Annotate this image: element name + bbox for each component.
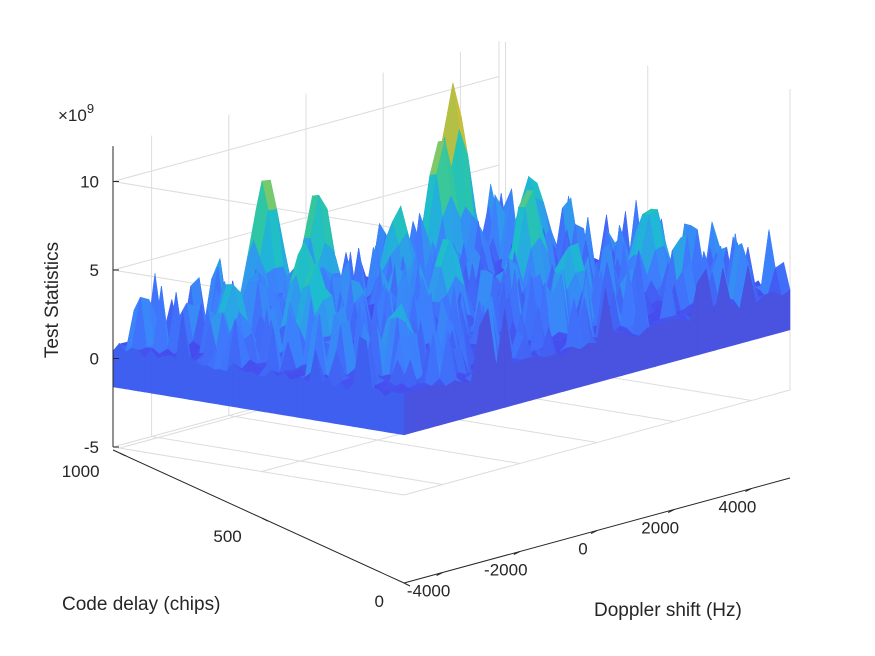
x-tick — [745, 488, 752, 492]
x-tick — [667, 509, 675, 513]
surface-skirt — [680, 319, 690, 360]
surface-skirt — [384, 391, 392, 434]
surface-skirt — [163, 355, 171, 397]
surface-skirt — [462, 382, 472, 420]
surface-skirt — [378, 388, 386, 433]
surface-skirt — [245, 371, 253, 411]
surface-skirt — [232, 362, 240, 409]
surface-skirt — [672, 318, 682, 363]
surface-skirt — [529, 356, 539, 401]
x-tick-label: 0 — [578, 540, 587, 559]
y-tick — [403, 582, 411, 587]
surface-skirt — [428, 384, 438, 429]
surface-skirt — [764, 291, 774, 338]
x-tick-label: 4000 — [718, 498, 756, 517]
y-axis-line — [112, 449, 405, 584]
surface-skirt — [437, 384, 447, 427]
surface-skirt — [697, 268, 707, 356]
surface-skirt — [207, 365, 215, 404]
surface-skirt — [479, 308, 489, 415]
z-tick-label: -5 — [84, 438, 99, 457]
surface-skirt — [521, 357, 531, 404]
z-exponent-label: ×109 — [58, 101, 94, 125]
z-tick-label: 5 — [90, 261, 99, 280]
z-exponent-power: 9 — [87, 101, 94, 116]
surface-skirt — [264, 369, 272, 414]
surface-skirt — [579, 342, 589, 388]
surface-skirt — [781, 289, 791, 333]
surface-skirt — [289, 378, 297, 418]
z-exponent-base: ×10 — [58, 106, 87, 125]
surface-skirt — [169, 355, 177, 398]
surface-skirt — [112, 342, 120, 389]
surface-skirt — [251, 371, 259, 412]
surface-skirt — [554, 354, 564, 395]
surface-skirt — [340, 382, 348, 426]
surface-skirt — [621, 331, 631, 376]
surface-skirt — [156, 355, 164, 396]
surface-skirt — [270, 369, 278, 415]
surface-skirt — [512, 359, 522, 406]
surface-skirt — [220, 369, 228, 406]
z-axis-label: Test Statistics — [42, 242, 63, 358]
x-tick-label: 2000 — [641, 519, 679, 538]
x-tick-label: -2000 — [484, 561, 527, 580]
surface-skirt — [302, 378, 310, 420]
surface-skirt — [588, 342, 598, 385]
surface-skirt — [571, 346, 581, 390]
x-axis-label: Doppler shift (Hz) — [594, 600, 742, 621]
surface-skirt — [537, 356, 547, 399]
x-tick — [513, 551, 521, 555]
y-tick-label: 0 — [375, 592, 384, 611]
surface-skirt — [397, 393, 405, 436]
x-tick — [436, 572, 443, 576]
surface-skirt — [258, 375, 266, 413]
surface-skirt — [188, 356, 196, 401]
surface-skirt — [239, 369, 247, 410]
y-axis-label: Code delay (chips) — [62, 594, 220, 615]
surface-skirt — [359, 336, 367, 429]
surface-skirt — [125, 347, 133, 391]
surface-skirt — [327, 378, 335, 424]
surface-skirt — [730, 304, 740, 347]
surface-skirt — [663, 318, 673, 365]
surface-skirt — [346, 382, 354, 427]
surface-skirt — [420, 386, 430, 431]
tick-labels: -4000 -2000 0 2000 4000 0 500 1000 -5 0 5 10 — [62, 173, 757, 612]
surface-skirt — [772, 291, 782, 335]
surface-skirt — [296, 378, 304, 419]
surface-skirt — [613, 331, 623, 379]
surface-skirt — [655, 323, 665, 367]
surface-skirt — [647, 324, 657, 370]
surface-skirt — [372, 387, 379, 431]
y-tick-label: 500 — [213, 527, 241, 546]
surface-skirt — [194, 361, 202, 402]
surface-mesh — [112, 82, 791, 436]
surface-skirt — [546, 354, 556, 397]
surface-skirt — [277, 371, 285, 416]
z-tick-label: 10 — [80, 173, 99, 192]
surface-skirt — [403, 391, 413, 436]
surface-skirt — [321, 378, 329, 423]
surface-skirt — [283, 371, 291, 417]
surface-skirt — [334, 382, 342, 425]
y-tick — [119, 452, 126, 457]
y-tick — [261, 517, 268, 522]
y-tick-label: 1000 — [62, 462, 100, 481]
z-tick-label: 0 — [90, 350, 99, 369]
surface-skirt — [454, 380, 464, 422]
surface-skirt — [630, 335, 640, 374]
x-tick-label: -4000 — [407, 582, 450, 601]
surface-skirt — [412, 390, 422, 433]
surface-skirt — [391, 391, 398, 435]
surface-skirt — [131, 347, 139, 392]
x-tick — [590, 530, 598, 534]
surface-skirt — [213, 369, 221, 405]
surface-skirt — [201, 365, 209, 403]
surface-skirt — [138, 349, 145, 393]
surface-skirt — [445, 380, 455, 424]
